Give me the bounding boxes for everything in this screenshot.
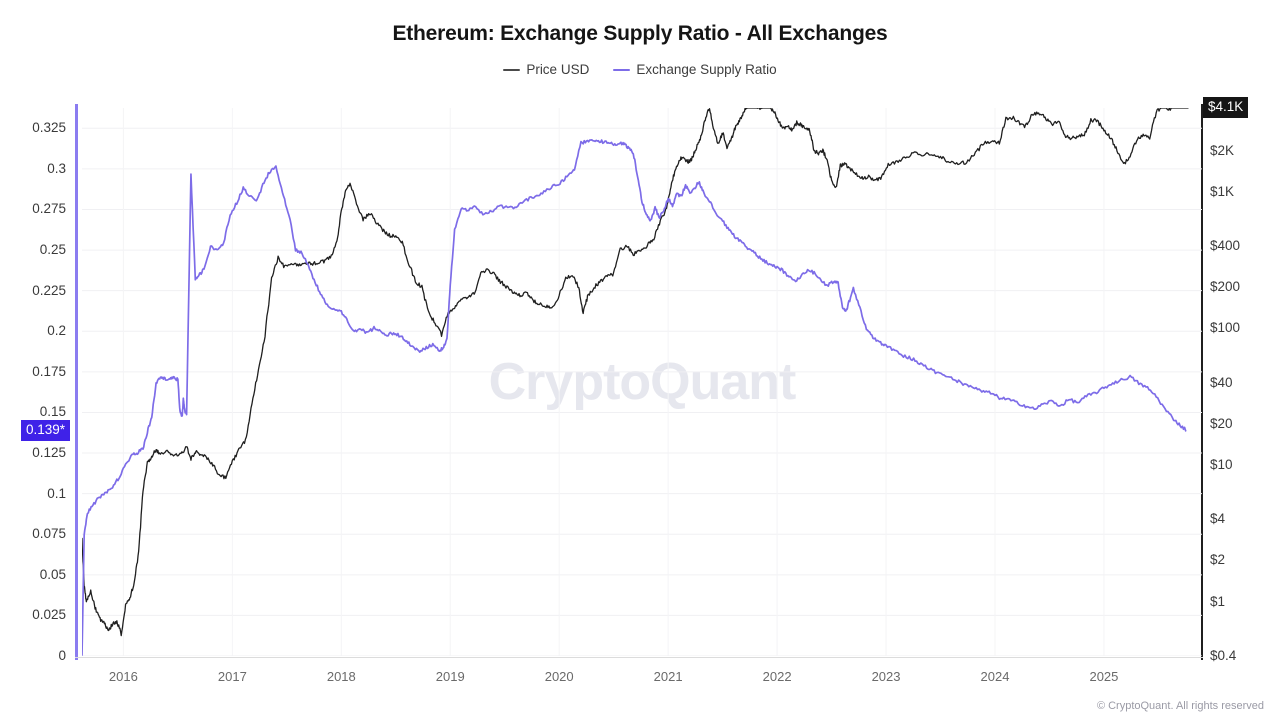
left-axis-line bbox=[75, 104, 78, 660]
line-dash-icon bbox=[613, 68, 631, 71]
copyright-footer: © CryptoQuant. All rights reserved bbox=[1096, 700, 1264, 712]
x-axis-tick-2019: 2019 bbox=[435, 669, 465, 684]
left-axis-tick-0: 0 bbox=[58, 648, 66, 663]
right-axis-tick-200: $200 bbox=[1210, 279, 1241, 295]
legend-item-exchange-supply-ratio[interactable]: Exchange Supply Ratio bbox=[613, 62, 777, 77]
left-axis-tick-0-15: 0.15 bbox=[39, 404, 66, 420]
left-axis-tick-0-25: 0.25 bbox=[39, 242, 66, 258]
left-axis-tick-0-2: 0.2 bbox=[47, 323, 66, 339]
left-axis-tick-0-175: 0.175 bbox=[32, 363, 66, 379]
right-axis-tick-20: $20 bbox=[1210, 415, 1233, 431]
gridlines bbox=[82, 108, 1202, 656]
left-axis-tick-0-325: 0.325 bbox=[32, 120, 66, 136]
x-axis-tick-2023: 2023 bbox=[871, 669, 901, 684]
right-axis-tick-10: $10 bbox=[1210, 456, 1233, 472]
right-axis-tick-4: $4 bbox=[1210, 511, 1226, 527]
plot-area[interactable]: CryptoQuant bbox=[82, 108, 1202, 656]
left-axis-tick-0-025: 0.025 bbox=[32, 607, 66, 623]
right-axis-tick-2: $2 bbox=[1210, 552, 1226, 568]
legend-label-price-usd: Price USD bbox=[526, 62, 590, 77]
line-dash-icon bbox=[503, 68, 521, 71]
left-axis-tick-0-3: 0.3 bbox=[47, 160, 66, 176]
right-axis-tick-1K: $1K bbox=[1210, 183, 1235, 199]
legend-label-exchange-supply-ratio: Exchange Supply Ratio bbox=[636, 62, 777, 77]
x-axis-tick-2022: 2022 bbox=[762, 669, 792, 684]
legend-item-price-usd[interactable]: Price USD bbox=[503, 62, 589, 77]
left-axis-current-value-badge: 0.139* bbox=[20, 420, 70, 441]
right-axis-tick-100: $100 bbox=[1210, 320, 1241, 336]
chart-legend: Price USD Exchange Supply Ratio bbox=[0, 62, 1280, 77]
right-axis-tick-40: $40 bbox=[1210, 374, 1233, 390]
right-axis-tick-04: $0.4 bbox=[1210, 648, 1237, 663]
x-axis-line bbox=[75, 657, 1203, 658]
x-axis-tick-2020: 2020 bbox=[544, 669, 574, 684]
series-line-exchange-supply-ratio bbox=[82, 139, 1187, 656]
right-axis-line bbox=[1201, 104, 1203, 660]
right-axis-tick-2K: $2K bbox=[1210, 142, 1235, 158]
x-axis-tick-2016: 2016 bbox=[108, 669, 138, 684]
left-axis-tick-0-075: 0.075 bbox=[32, 526, 66, 542]
x-axis-tick-2021: 2021 bbox=[653, 669, 683, 684]
x-axis-tick-2017: 2017 bbox=[217, 669, 247, 684]
x-axis-tick-2018: 2018 bbox=[326, 669, 356, 684]
series-line-price-usd bbox=[82, 108, 1189, 637]
left-axis-tick-0-275: 0.275 bbox=[32, 201, 66, 217]
left-axis-tick-0-125: 0.125 bbox=[32, 445, 66, 461]
chart-title: Ethereum: Exchange Supply Ratio - All Ex… bbox=[392, 22, 888, 45]
left-axis-tick-0-05: 0.05 bbox=[39, 566, 66, 582]
right-axis-tick-1: $1 bbox=[1210, 593, 1226, 609]
right-axis-tick-400: $400 bbox=[1210, 238, 1241, 254]
x-axis-tick-2024: 2024 bbox=[980, 669, 1010, 684]
left-axis-tick-0-1: 0.1 bbox=[47, 485, 66, 501]
x-axis-tick-2025: 2025 bbox=[1089, 669, 1119, 684]
left-axis-tick-0-225: 0.225 bbox=[32, 282, 66, 298]
right-axis-current-value-badge: $4.1K bbox=[1203, 97, 1249, 118]
plot-svg bbox=[82, 108, 1202, 656]
